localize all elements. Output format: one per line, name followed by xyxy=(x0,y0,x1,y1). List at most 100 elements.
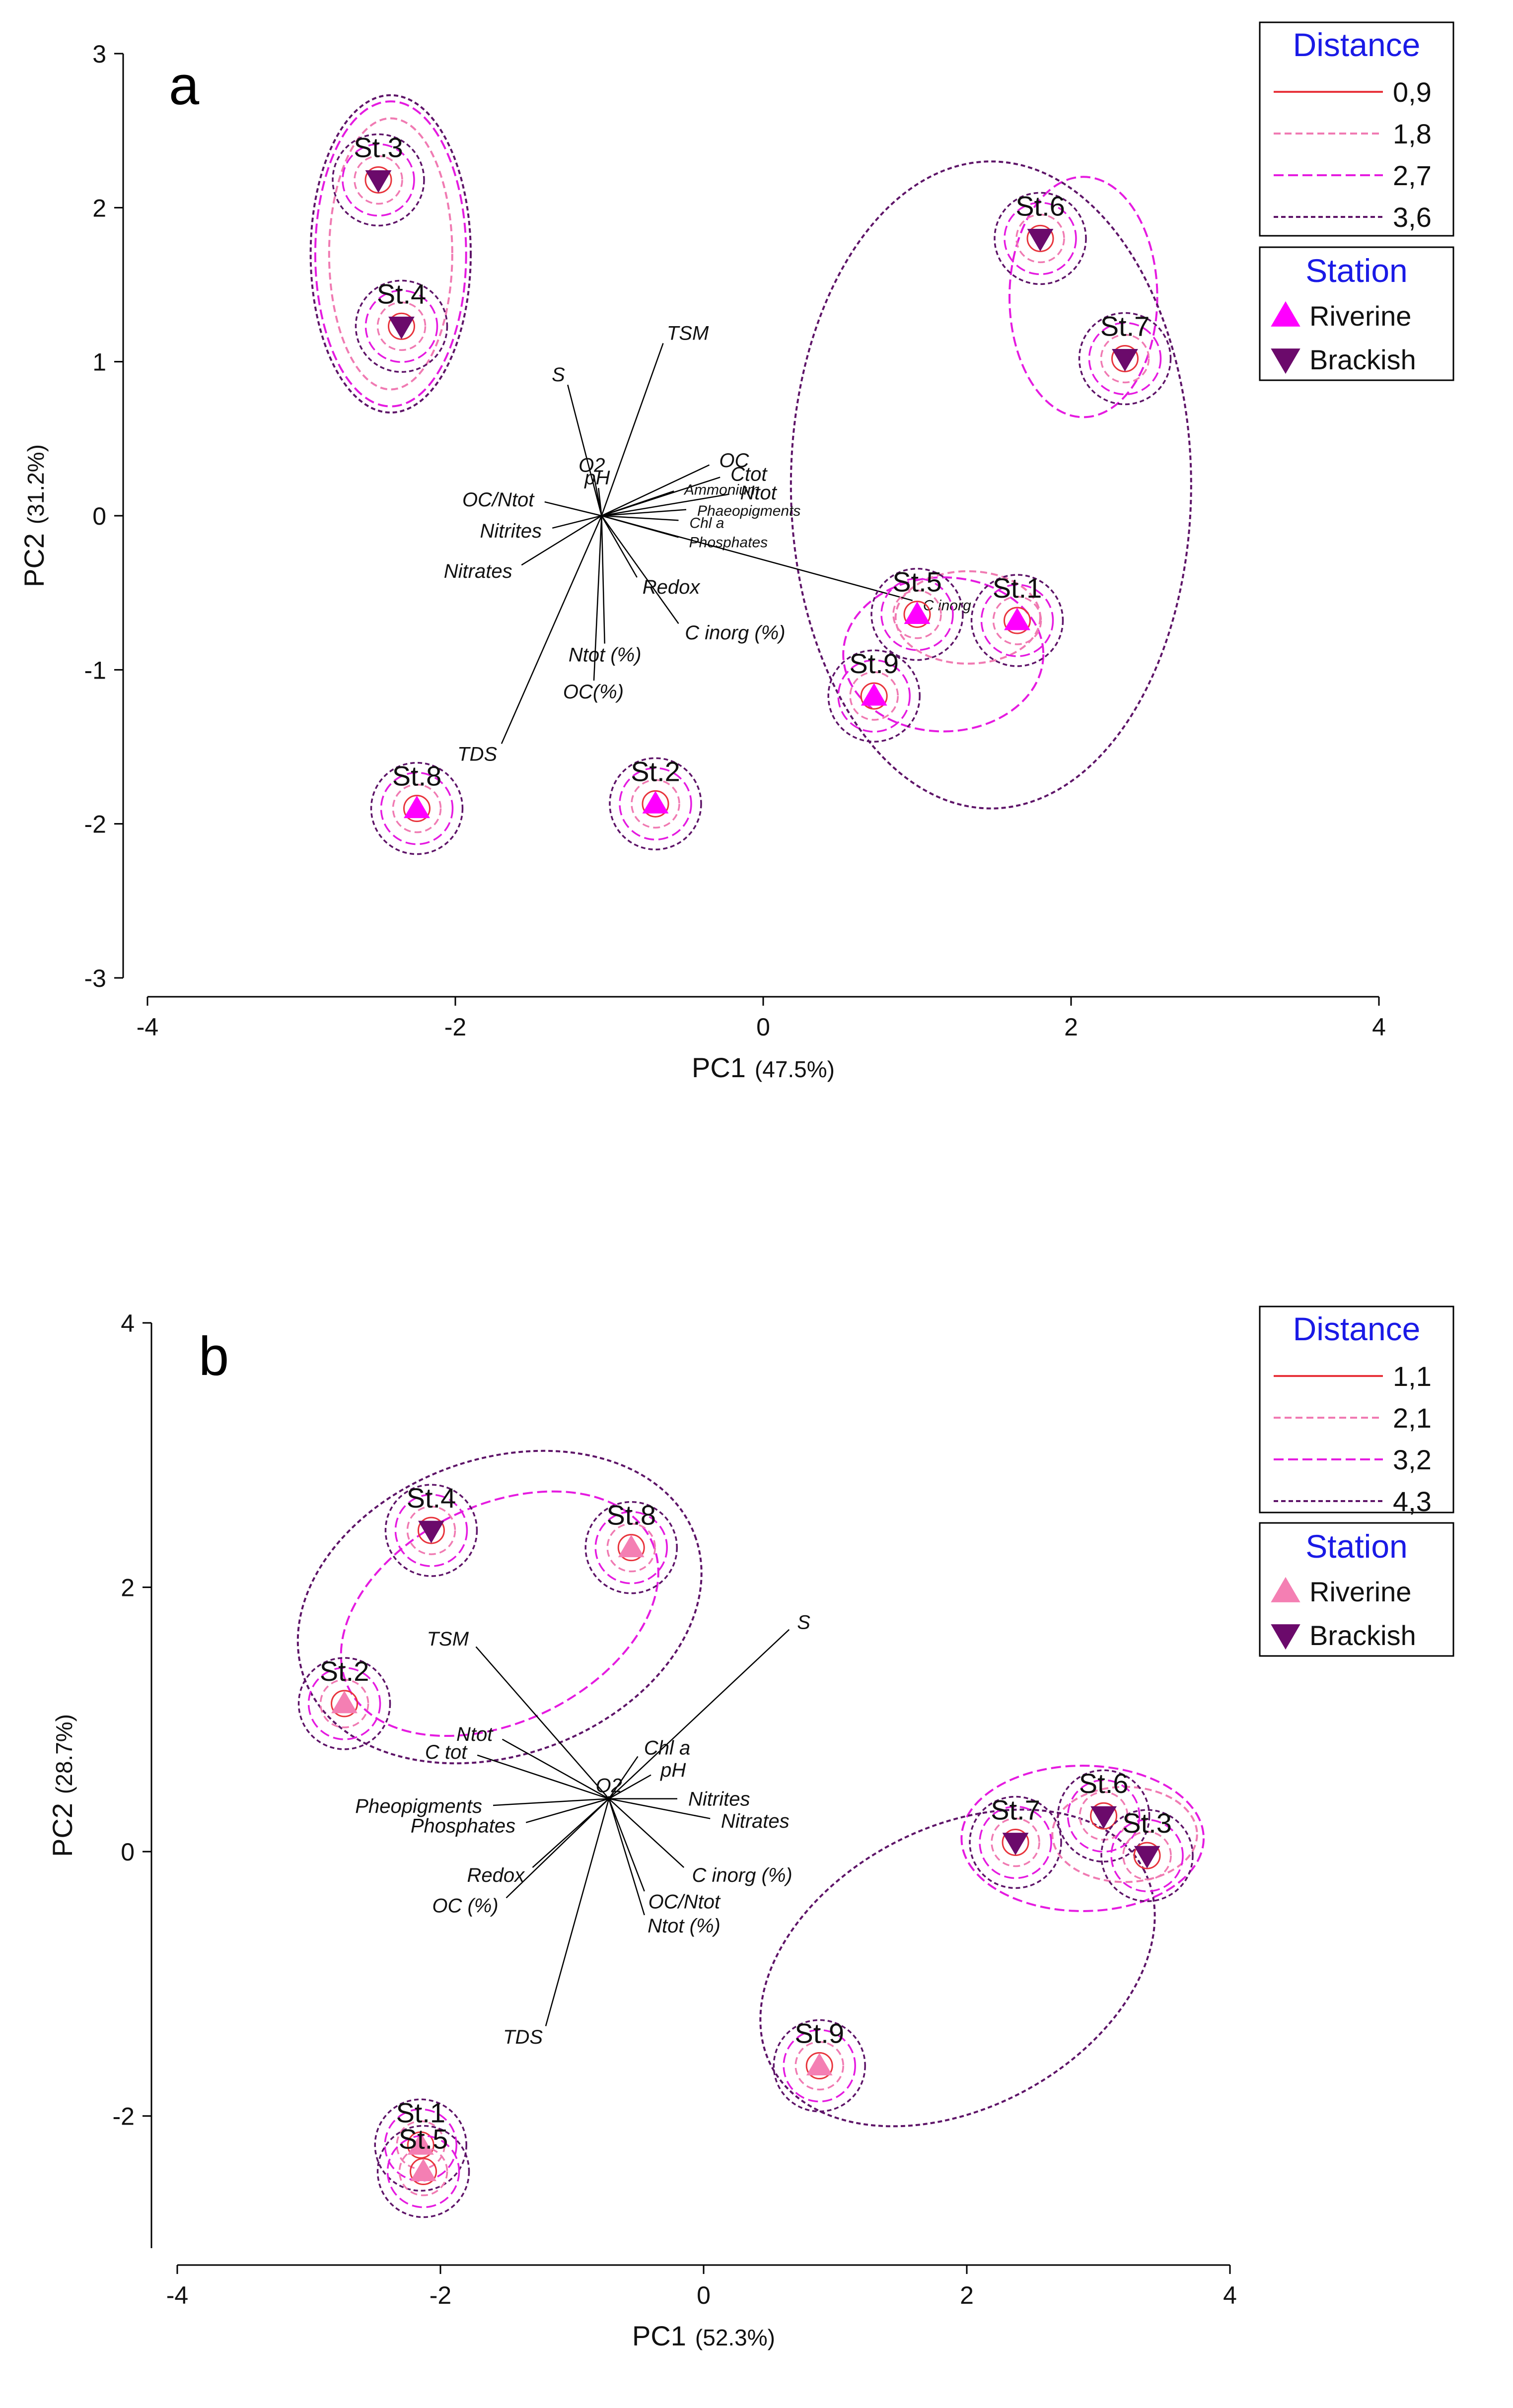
loading-vector xyxy=(608,1798,645,1892)
distance-ring-4 xyxy=(870,567,964,661)
legend: Distance 0,9 1,8 2,7 3,6 Station Riverine Brack… xyxy=(1259,21,1454,381)
y-axis-label: PC2 xyxy=(18,533,50,587)
vector-label-ctot: Ctot xyxy=(730,464,768,485)
distance-ring-1 xyxy=(617,1534,645,1562)
legend-station-brackish: Brackish xyxy=(1309,344,1416,375)
station-label: St.3 xyxy=(354,132,403,163)
loading-vector xyxy=(601,515,605,644)
y-axis-pct: (31.2%) xyxy=(23,444,49,524)
vector-label-oc: OC xyxy=(719,450,749,472)
loading-vector xyxy=(475,1646,610,1799)
distance-ring-2 xyxy=(606,1522,656,1573)
legend-station-title: Station xyxy=(1305,1528,1407,1565)
y-axis-label: PC2 xyxy=(47,1803,78,1857)
x-axis-label: PC1 xyxy=(632,2320,686,2351)
legend-station-brackish: Brackish xyxy=(1309,1620,1416,1651)
vector-label-nitrites: Nitrites xyxy=(480,520,542,542)
x-tick-label: -4 xyxy=(137,1013,158,1041)
loading-vector xyxy=(493,1798,609,1806)
x-tick-label: -4 xyxy=(166,2281,188,2309)
cluster-ellipse xyxy=(790,160,1192,810)
station-label: St.1 xyxy=(396,2097,445,2128)
legend-distance-value: 3,2 xyxy=(1393,1444,1432,1475)
distance-ring-4 xyxy=(355,279,448,373)
distance-ring-4 xyxy=(609,757,702,851)
station-st-3: St.3 xyxy=(332,132,425,227)
riverine-marker xyxy=(904,601,931,624)
y-tick-label: 1 xyxy=(92,348,106,376)
distance-ring-3 xyxy=(1004,202,1077,275)
loading-vector xyxy=(521,515,602,566)
distance-ring-3 xyxy=(384,2108,457,2182)
station-st-9: St.9 xyxy=(827,648,921,743)
loading-vector xyxy=(601,464,710,517)
station-st-7: St.7 xyxy=(969,1794,1062,1889)
cluster-ellipse xyxy=(314,100,467,408)
brackish-marker xyxy=(1002,1833,1029,1856)
loading-vector xyxy=(601,515,679,624)
distance-ring-2 xyxy=(892,589,942,639)
vector-label-ntot: Ntot (%) xyxy=(648,1915,720,1937)
station-st-8: St.8 xyxy=(370,760,464,855)
distance-ring-4 xyxy=(969,1795,1062,1889)
brackish-legend-icon xyxy=(1271,348,1300,374)
distance-ring-2 xyxy=(354,155,403,205)
riverine-marker xyxy=(861,683,887,706)
station-label: St.4 xyxy=(377,278,427,309)
x-tick-label: 2 xyxy=(1064,1013,1078,1041)
station-label: St.2 xyxy=(320,1655,369,1687)
station-label: St.9 xyxy=(849,648,899,679)
station-label: St.1 xyxy=(993,572,1042,604)
vector-label-oc: OC(%) xyxy=(563,681,624,703)
distance-ring-3 xyxy=(1067,1779,1141,1853)
loading-vector xyxy=(608,1756,639,1799)
vector-label-phaeopigments: Phaeopigments xyxy=(697,503,800,519)
legend-distance-value: 2,1 xyxy=(1393,1402,1432,1434)
vector-label-redox: Redox xyxy=(467,1864,526,1886)
distance-ring-3 xyxy=(594,1511,668,1584)
distance-ring-1 xyxy=(1133,1842,1161,1869)
distance-ring-1 xyxy=(903,601,931,628)
distance-ring-2 xyxy=(319,1679,369,1728)
brackish-marker xyxy=(1134,1846,1160,1869)
loading-vector xyxy=(608,1774,651,1799)
distance-ring-1 xyxy=(407,2131,434,2159)
distance-ring-1 xyxy=(642,790,669,818)
x-axis-pct: (52.3%) xyxy=(695,2325,775,2350)
legend-distance-title: Distance xyxy=(1293,26,1421,63)
distance-ring-1 xyxy=(331,1690,359,1718)
station-label: St.5 xyxy=(399,2124,448,2155)
legend: Distance 1,1 2,1 3,2 4,3 Station Riverine Brack… xyxy=(1259,1306,1454,1657)
distance-ring-1 xyxy=(1026,224,1054,252)
station-label: St.8 xyxy=(606,1500,656,1531)
vector-label-c-tot: C tot xyxy=(425,1741,468,1763)
station-label: St.5 xyxy=(892,566,942,598)
vector-label-pheopigments: Pheopigments xyxy=(355,1795,482,1817)
station-label: St.2 xyxy=(631,756,680,787)
vector-label-s: S xyxy=(552,364,565,386)
cluster-ellipse xyxy=(960,1765,1205,1912)
station-st-4: St.4 xyxy=(355,278,448,373)
brackish-marker xyxy=(1027,228,1054,252)
distance-ring-3 xyxy=(979,1805,1052,1879)
station-label: St.9 xyxy=(794,2018,844,2049)
station-st-9: St.9 xyxy=(773,2018,866,2113)
vector-label-nitrates: Nitrates xyxy=(721,1810,790,1832)
x-axis-title: PC1 (47.5%) xyxy=(692,1052,835,1083)
distance-ring-1 xyxy=(1111,344,1139,372)
distance-ring-2 xyxy=(406,1506,456,1555)
station-st-6: St.6 xyxy=(994,190,1087,285)
riverine-marker xyxy=(410,2158,436,2181)
distance-ring-3 xyxy=(342,143,415,217)
station-st-5: St.5 xyxy=(870,566,964,661)
loading-vector xyxy=(601,490,674,517)
distance-ring-4 xyxy=(332,133,425,227)
vector-label-ammonium: Ammonium xyxy=(683,482,760,498)
x-tick-label: 4 xyxy=(1223,2281,1237,2309)
loading-vector xyxy=(525,1798,609,1823)
x-tick-label: 0 xyxy=(756,1013,770,1041)
brackish-marker xyxy=(1090,1806,1117,1829)
loading-vector xyxy=(601,493,730,517)
riverine-marker xyxy=(331,1690,358,1714)
legend-distance-value: 2,7 xyxy=(1393,160,1432,191)
